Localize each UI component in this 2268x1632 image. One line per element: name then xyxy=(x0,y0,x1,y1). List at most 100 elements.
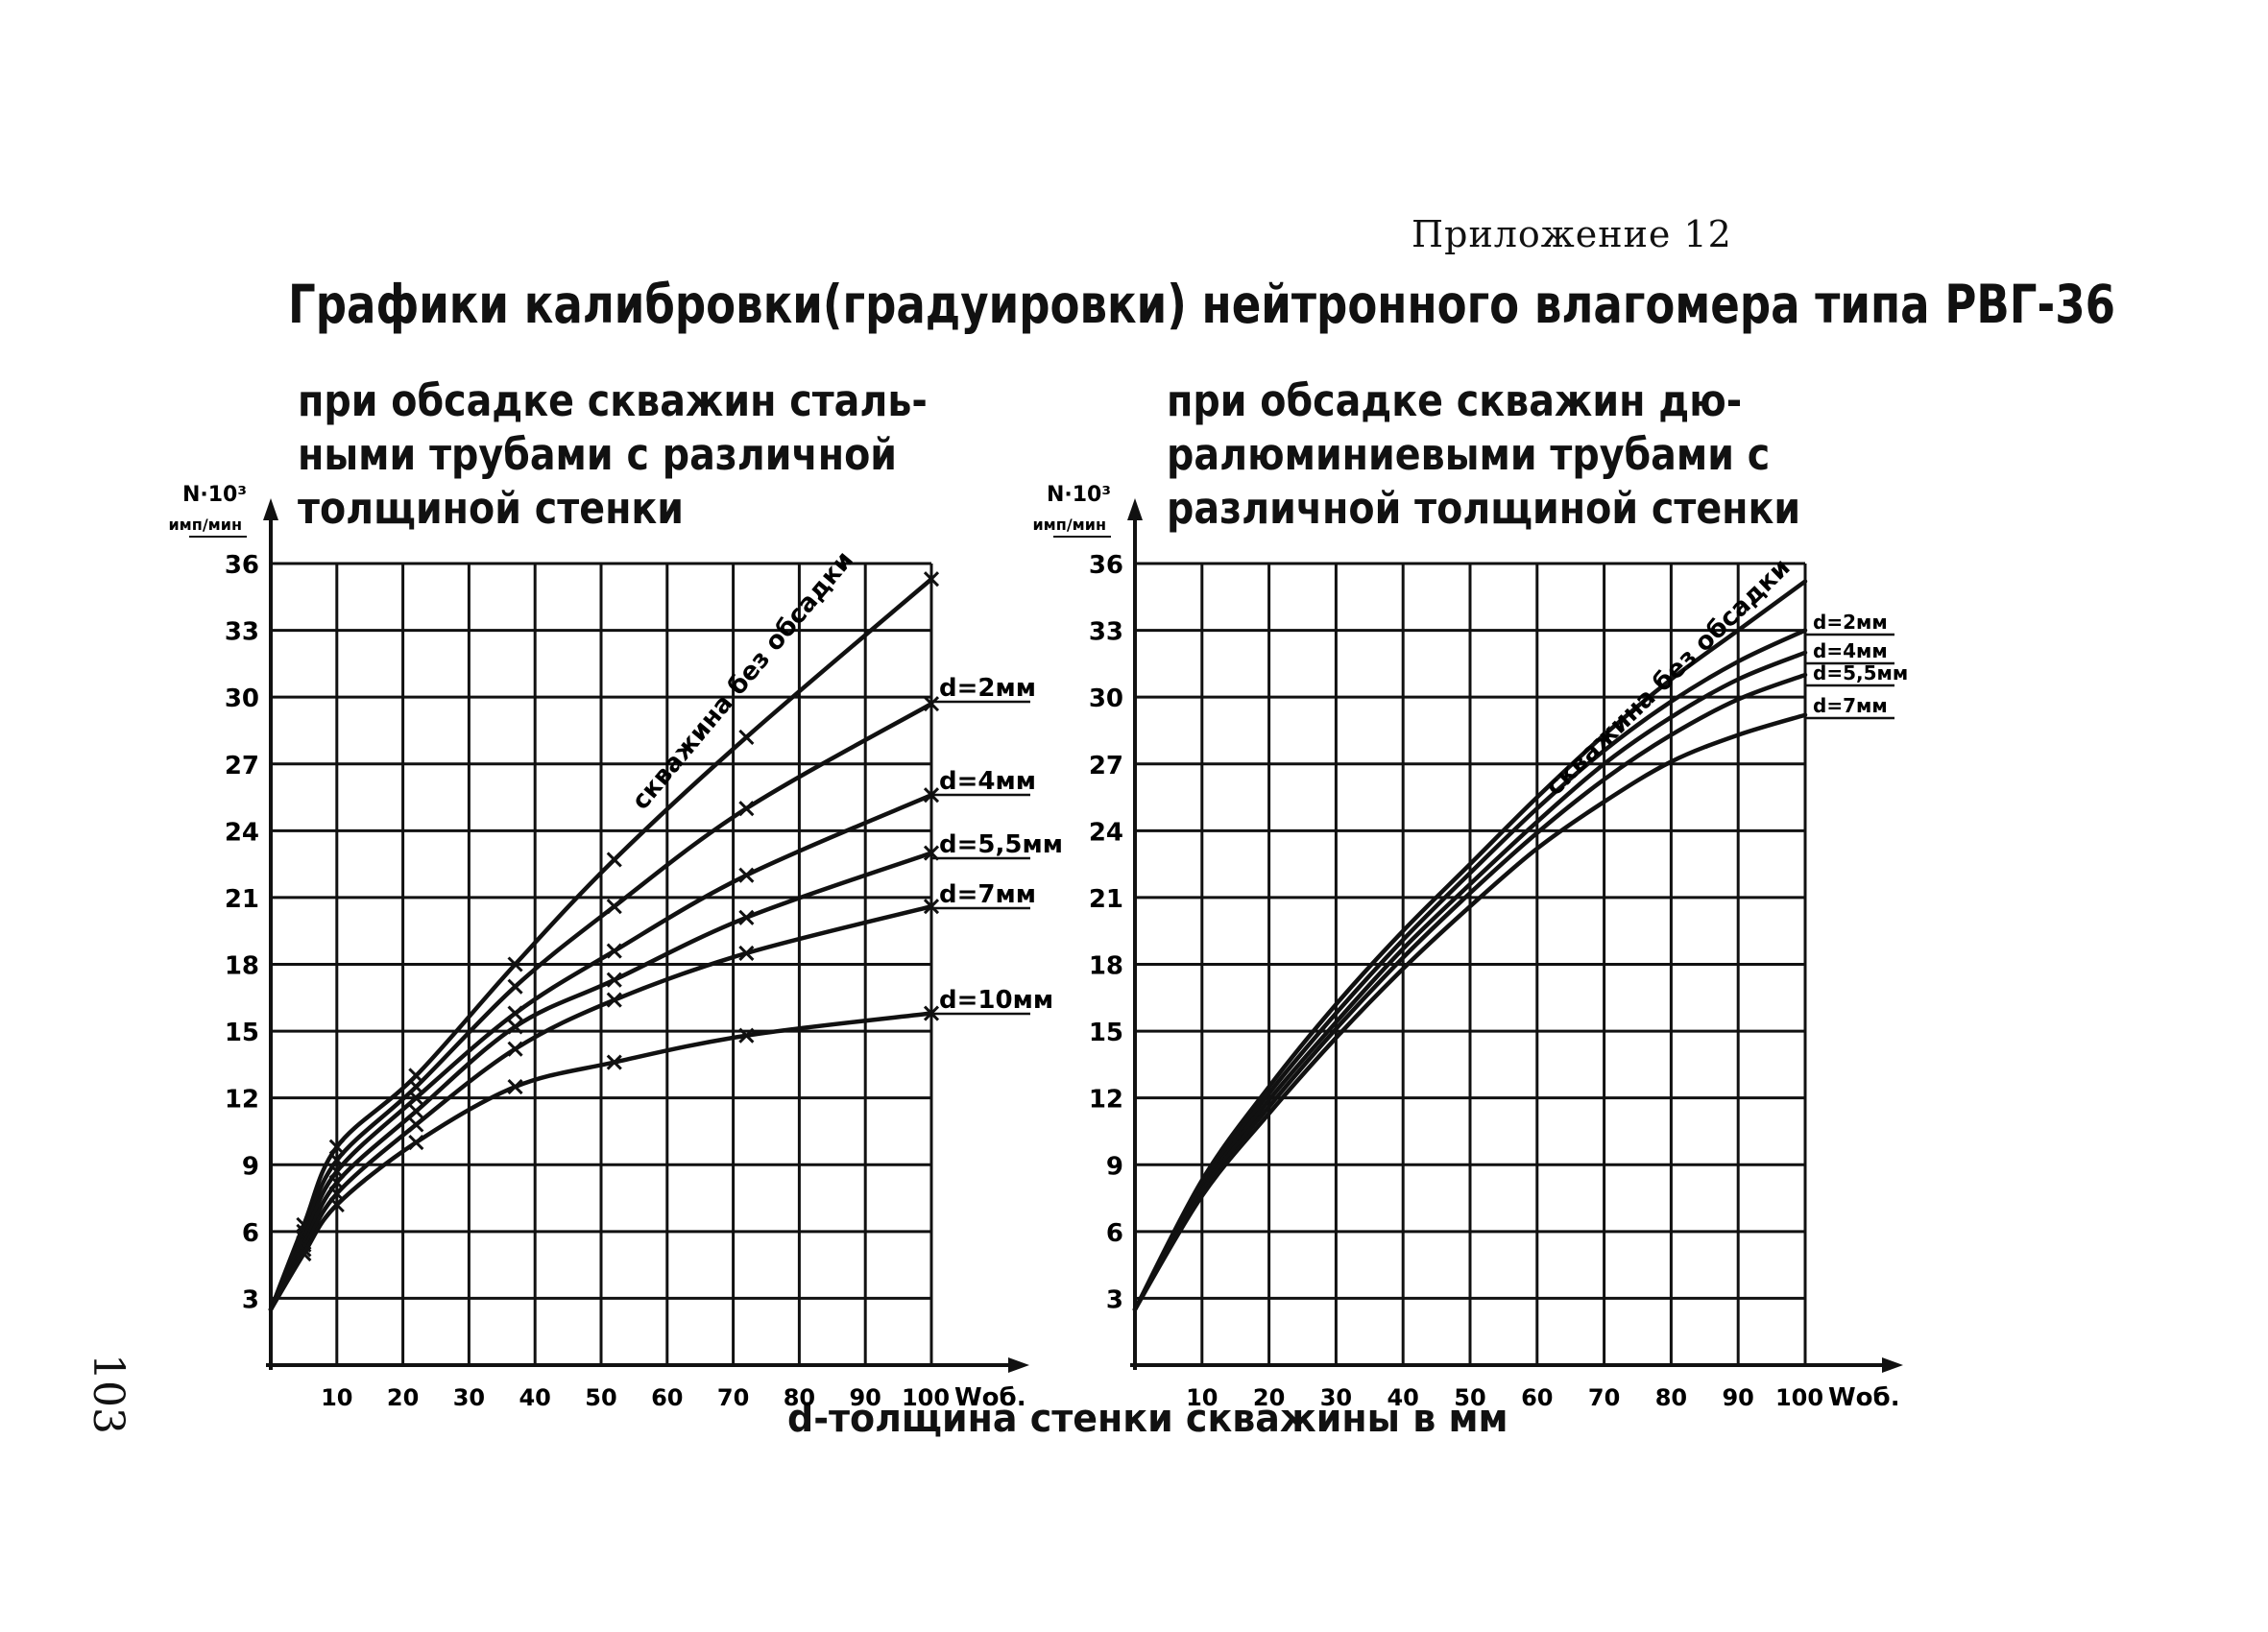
left-x-tick-label: 20 xyxy=(387,1384,419,1411)
right-y-tick-label: 6 xyxy=(1106,1219,1123,1248)
right-y-tick-label: 12 xyxy=(1089,1086,1123,1115)
left-y-tick-label: 36 xyxy=(225,551,259,580)
left-legend-label: d=7мм xyxy=(939,880,1036,909)
left-legend-label: d=2мм xyxy=(939,674,1036,703)
right-x-tick-label: 10 xyxy=(1186,1384,1218,1411)
left-series-3-point xyxy=(507,1019,523,1035)
right-x-tick-label: 60 xyxy=(1521,1384,1553,1411)
left-y-tick-label: 24 xyxy=(225,818,259,847)
right-legend-label: d=2мм xyxy=(1813,611,1888,634)
left-x-tick-label: 80 xyxy=(784,1384,815,1411)
left-series-4-point xyxy=(408,1116,424,1133)
left-series-1-point xyxy=(738,801,755,817)
right-series-line-0 xyxy=(1132,579,1808,1312)
left-y-tick-label: 12 xyxy=(225,1086,259,1115)
left-series-2-point xyxy=(507,1005,523,1021)
left-series-5-point xyxy=(738,1027,755,1044)
left-series-1-point xyxy=(606,899,622,915)
right-series-line-4 xyxy=(1132,712,1808,1312)
right-x-axis-end-label: Wоб. xyxy=(1828,1383,1900,1412)
left-series-4-point xyxy=(923,899,940,915)
right-y-tick-label: 18 xyxy=(1089,952,1123,981)
left-y-tick-label: 21 xyxy=(225,885,259,914)
right-y-axis-arrow xyxy=(1127,498,1143,520)
left-series-4-point xyxy=(606,992,622,1008)
right-x-tick-label: 20 xyxy=(1253,1384,1285,1411)
left-series-line-4 xyxy=(268,903,934,1312)
left-x-axis-arrow xyxy=(1008,1357,1029,1373)
right-y-tick-label: 30 xyxy=(1089,684,1123,713)
right-x-axis-arrow xyxy=(1882,1357,1903,1373)
left-y-tick-label: 27 xyxy=(225,752,259,780)
left-series-line-3 xyxy=(268,851,934,1312)
left-series-0-point xyxy=(738,729,755,745)
left-x-tick-label: 100 xyxy=(902,1384,950,1411)
left-series-4-point xyxy=(507,1041,523,1057)
left-series-2-point xyxy=(738,867,755,883)
left-y-tick-label: 9 xyxy=(242,1152,259,1181)
left-legend-label: d=4мм xyxy=(939,767,1036,796)
right-x-tick-label: 90 xyxy=(1722,1384,1753,1411)
left-chart-subtitle: при обсадке скважин сталь- ными трубами … xyxy=(298,375,928,534)
left-legend-label: d=5,5мм xyxy=(939,830,1063,859)
right-x-tick-label: 80 xyxy=(1655,1384,1687,1411)
right-y-tick-label: 3 xyxy=(1106,1285,1123,1314)
right-y-tick-label: 36 xyxy=(1089,551,1123,580)
right-legend-label: d=5,5мм xyxy=(1813,661,1908,684)
left-x-tick-label: 50 xyxy=(585,1384,616,1411)
left-series-5-point xyxy=(507,1079,523,1095)
right-y-tick-label: 24 xyxy=(1089,818,1123,847)
right-y-tick-label: 9 xyxy=(1106,1152,1123,1181)
left-y-tick-label: 18 xyxy=(225,952,259,981)
right-series-line-2 xyxy=(1132,650,1808,1312)
left-x-tick-label: 70 xyxy=(717,1384,749,1411)
left-y-axis-label: N·10³ xyxy=(182,483,247,507)
left-y-tick-label: 6 xyxy=(242,1219,259,1248)
left-series-1-point xyxy=(507,978,523,995)
left-series-2-point xyxy=(408,1090,424,1106)
left-series-0-point xyxy=(507,956,523,972)
left-x-tick-label: 60 xyxy=(651,1384,683,1411)
left-x-tick-label: 30 xyxy=(453,1384,485,1411)
right-chart-subtitle: при обсадке скважин дю- ралюминиевыми тр… xyxy=(1167,375,1801,534)
left-legend-label: d=10мм xyxy=(939,986,1053,1015)
left-y-axis-unit: имп/мин xyxy=(168,516,242,534)
left-y-tick-label: 33 xyxy=(225,618,259,647)
left-x-tick-label: 90 xyxy=(849,1384,881,1411)
right-x-tick-label: 100 xyxy=(1775,1384,1823,1411)
left-series-0-point xyxy=(606,852,622,868)
left-series-5-point xyxy=(296,1245,312,1262)
left-series-0-point xyxy=(328,1139,345,1155)
left-y-tick-label: 30 xyxy=(225,684,259,713)
left-series-1-point xyxy=(923,696,940,712)
right-y-tick-label: 15 xyxy=(1089,1019,1123,1047)
left-series-5-point xyxy=(606,1054,622,1070)
right-x-tick-label: 70 xyxy=(1588,1384,1620,1411)
left-series-4-point xyxy=(738,945,755,961)
right-x-tick-label: 40 xyxy=(1387,1384,1418,1411)
shared-x-axis-label: d-толщина стенки скважины в мм xyxy=(787,1397,1508,1441)
right-legend-label: d=7мм xyxy=(1813,694,1888,717)
left-x-axis-end-label: Wоб. xyxy=(954,1383,1026,1412)
right-series-line-1 xyxy=(1132,628,1808,1312)
right-x-tick-label: 30 xyxy=(1320,1384,1352,1411)
right-series-line-3 xyxy=(1132,672,1808,1312)
left-series-2-point xyxy=(606,943,622,959)
right-legend-label: d=4мм xyxy=(1813,639,1888,662)
left-series-5-point xyxy=(408,1134,424,1151)
left-y-axis-arrow xyxy=(263,498,278,520)
left-series-3-point xyxy=(408,1103,424,1119)
right-x-tick-label: 50 xyxy=(1454,1384,1485,1411)
left-curve-label: скважина без обсадки xyxy=(626,546,858,816)
left-y-tick-label: 15 xyxy=(225,1019,259,1047)
left-series-0-point xyxy=(923,571,940,588)
right-y-axis-label: N·10³ xyxy=(1047,483,1111,507)
right-y-axis-unit: имп/мин xyxy=(1032,516,1106,534)
right-y-tick-label: 33 xyxy=(1089,618,1123,647)
left-x-tick-label: 10 xyxy=(321,1384,352,1411)
right-y-tick-label: 21 xyxy=(1089,885,1123,914)
left-series-5-point xyxy=(328,1196,345,1213)
